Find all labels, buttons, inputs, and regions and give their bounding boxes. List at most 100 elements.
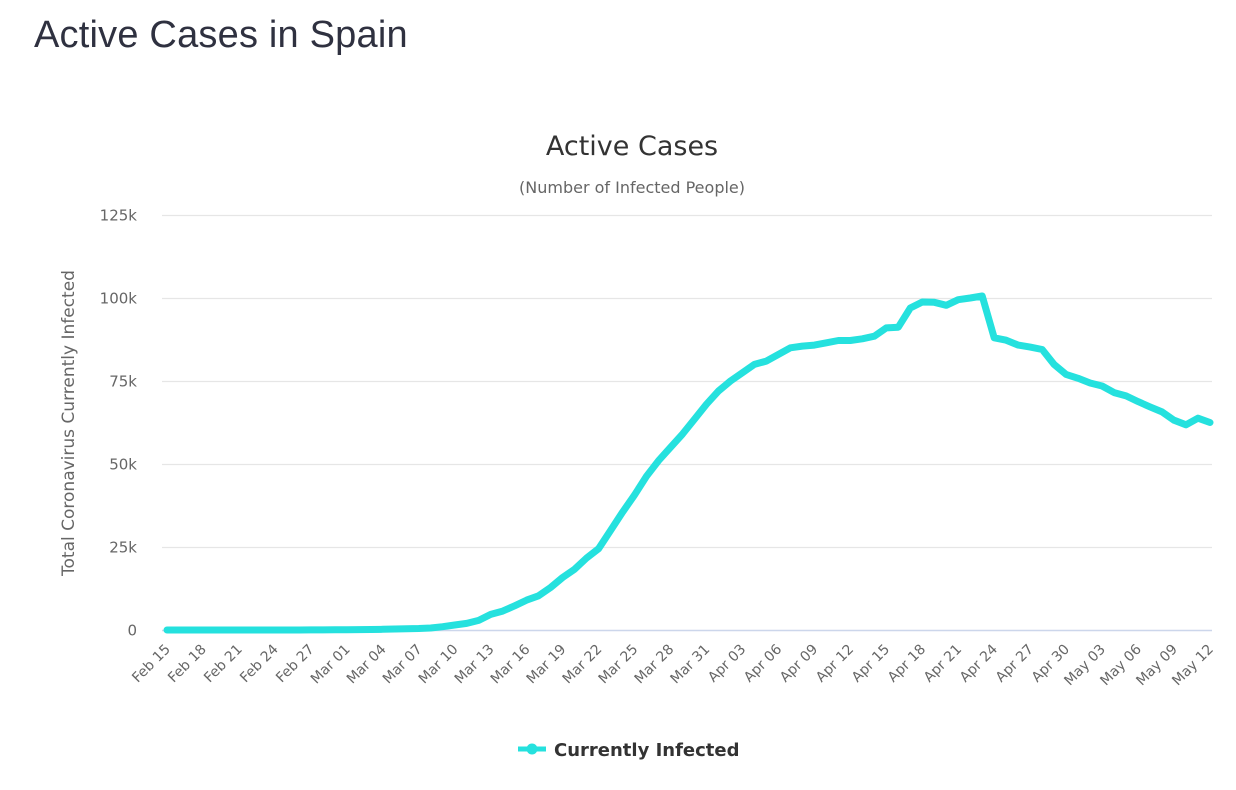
data-point[interactable] <box>955 296 962 303</box>
data-point[interactable] <box>295 627 302 634</box>
data-point[interactable] <box>259 627 266 634</box>
data-point[interactable] <box>451 622 458 629</box>
data-point[interactable] <box>967 295 974 302</box>
data-point[interactable] <box>1099 383 1106 390</box>
data-point[interactable] <box>1111 389 1118 396</box>
data-point[interactable] <box>391 626 398 633</box>
data-point[interactable] <box>883 324 890 331</box>
data-point[interactable] <box>1027 344 1034 351</box>
data-point[interactable] <box>823 339 830 346</box>
data-point[interactable] <box>176 627 183 634</box>
series-currently-infected[interactable] <box>163 292 1214 634</box>
data-point[interactable] <box>1087 380 1094 387</box>
data-point[interactable] <box>811 342 818 349</box>
data-point[interactable] <box>1051 361 1058 368</box>
data-point[interactable] <box>703 401 710 408</box>
data-point[interactable] <box>475 617 482 624</box>
x-tick-label: Apr 18 <box>885 642 929 686</box>
data-point[interactable] <box>319 626 326 633</box>
data-point[interactable] <box>979 293 986 300</box>
data-point[interactable] <box>427 625 434 632</box>
data-point[interactable] <box>583 555 590 562</box>
data-point[interactable] <box>895 324 902 331</box>
data-point[interactable] <box>679 431 686 438</box>
data-point[interactable] <box>1159 408 1166 415</box>
data-point[interactable] <box>1195 415 1202 422</box>
data-point[interactable] <box>607 527 614 534</box>
data-point[interactable] <box>787 344 794 351</box>
data-point[interactable] <box>1207 419 1214 426</box>
data-point[interactable] <box>859 335 866 342</box>
x-tick-label: Apr 27 <box>993 642 1037 686</box>
data-point[interactable] <box>439 623 446 630</box>
data-point[interactable] <box>235 627 242 634</box>
series-line[interactable] <box>163 292 1214 634</box>
x-tick-label: Mar 01 <box>308 642 354 688</box>
data-point[interactable] <box>727 378 734 385</box>
data-point[interactable] <box>1147 403 1154 410</box>
data-point[interactable] <box>871 333 878 340</box>
data-point[interactable] <box>164 627 171 634</box>
data-point[interactable] <box>379 626 386 633</box>
data-point[interactable] <box>751 361 758 368</box>
data-point[interactable] <box>715 388 722 395</box>
data-point[interactable] <box>307 626 314 633</box>
x-tick-label: Mar 13 <box>452 642 498 688</box>
data-point[interactable] <box>631 491 638 498</box>
data-point[interactable] <box>1135 398 1142 405</box>
legend-item-currently-infected[interactable]: Currently Infected <box>518 740 740 761</box>
data-point[interactable] <box>931 299 938 306</box>
x-tick-label: Mar 25 <box>596 642 642 688</box>
data-point[interactable] <box>523 597 530 604</box>
data-point[interactable] <box>763 358 770 365</box>
data-point[interactable] <box>463 620 470 627</box>
data-point[interactable] <box>919 299 926 306</box>
data-point[interactable] <box>1183 421 1190 428</box>
data-point[interactable] <box>1075 375 1082 382</box>
data-point[interactable] <box>775 351 782 358</box>
data-point[interactable] <box>571 566 578 573</box>
data-point[interactable] <box>247 627 254 634</box>
data-point[interactable] <box>511 602 518 609</box>
data-point[interactable] <box>415 625 422 632</box>
data-point[interactable] <box>367 626 374 633</box>
data-point[interactable] <box>943 302 950 309</box>
data-point[interactable] <box>1015 342 1022 349</box>
gridlines <box>162 214 1212 549</box>
data-point[interactable] <box>1063 371 1070 378</box>
data-point[interactable] <box>907 305 914 312</box>
data-point[interactable] <box>739 369 746 376</box>
x-tick-label: Apr 21 <box>921 642 965 686</box>
data-point[interactable] <box>799 343 806 350</box>
data-point[interactable] <box>1039 346 1046 353</box>
data-point[interactable] <box>1003 337 1010 344</box>
data-point[interactable] <box>188 627 195 634</box>
data-point[interactable] <box>643 473 650 480</box>
data-point[interactable] <box>667 444 674 451</box>
x-tick-label: Apr 03 <box>705 642 749 686</box>
data-point[interactable] <box>835 337 842 344</box>
x-tick-label: Feb 24 <box>237 641 282 686</box>
data-point[interactable] <box>487 611 494 618</box>
data-point[interactable] <box>223 627 230 634</box>
data-point[interactable] <box>283 627 290 634</box>
data-point[interactable] <box>691 416 698 423</box>
data-point[interactable] <box>1123 392 1130 399</box>
data-point[interactable] <box>200 627 207 634</box>
data-point[interactable] <box>619 509 626 516</box>
data-point[interactable] <box>535 592 542 599</box>
data-point[interactable] <box>595 545 602 552</box>
data-point[interactable] <box>212 627 219 634</box>
data-point[interactable] <box>547 584 554 591</box>
data-point[interactable] <box>271 627 278 634</box>
data-point[interactable] <box>343 626 350 633</box>
data-point[interactable] <box>499 608 506 615</box>
data-point[interactable] <box>1171 417 1178 424</box>
data-point[interactable] <box>847 337 854 344</box>
data-point[interactable] <box>403 625 410 632</box>
data-point[interactable] <box>991 334 998 341</box>
data-point[interactable] <box>331 626 338 633</box>
data-point[interactable] <box>655 457 662 464</box>
data-point[interactable] <box>559 574 566 581</box>
data-point[interactable] <box>355 626 362 633</box>
